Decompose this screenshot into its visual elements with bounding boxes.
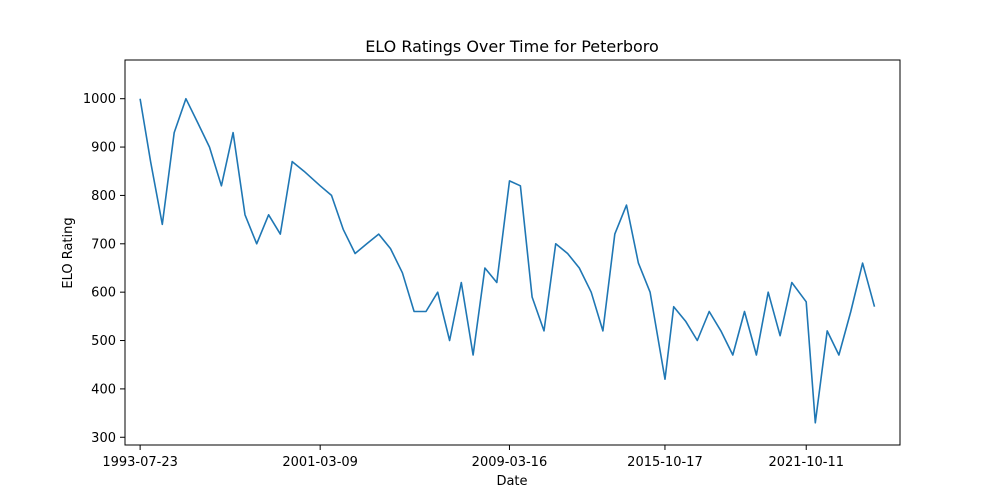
y-tick-label: 300 (91, 431, 116, 446)
y-axis: 300 400 500 600 700 800 900 1000 (83, 92, 125, 446)
x-tick-label: 2001-03-09 (282, 455, 358, 470)
x-tick-label: 1993-07-23 (102, 455, 178, 470)
y-tick-label: 1000 (83, 92, 116, 107)
y-tick-label: 500 (91, 334, 116, 349)
x-tick-label: 2021-10-11 (768, 455, 844, 470)
series-layer (139, 97, 876, 424)
y-tick-label: 800 (91, 189, 116, 204)
x-tick-label: 2009-03-16 (472, 455, 548, 470)
plot-frame (124, 59, 901, 446)
chart-title: ELO Ratings Over Time for Peterboro (365, 37, 659, 56)
x-tick-label: 2015-10-17 (627, 455, 703, 470)
y-tick-label: 400 (91, 382, 116, 397)
plot-area (124, 59, 901, 446)
y-tick-label: 600 (91, 286, 116, 301)
y-axis-label: ELO Rating (61, 217, 76, 288)
x-axis: 1993-07-23 2001-03-09 2009-03-16 2015-10-17… (102, 445, 844, 470)
elo-series-line (139, 97, 876, 424)
y-tick-label: 900 (91, 141, 116, 156)
y-tick-label: 700 (91, 237, 116, 252)
x-axis-label: Date (496, 474, 527, 489)
